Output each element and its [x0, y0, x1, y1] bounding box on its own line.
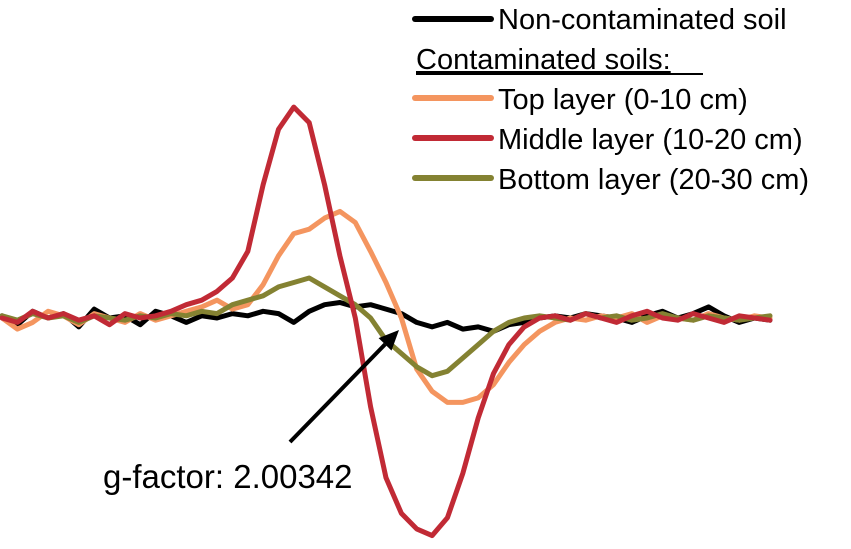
legend-heading: Contaminated soils:: [416, 44, 671, 76]
legend-label-middle-layer: Middle layer (10-20 cm): [498, 124, 803, 156]
annotation-label: g-factor: 2.00342: [103, 458, 353, 495]
legend-label-non-contaminated: Non-contaminated soil: [498, 4, 787, 36]
g-factor-annotation: g-factor: 2.00342: [103, 330, 399, 495]
annotation-arrow-line: [288, 342, 387, 444]
legend: Non-contaminated soil Contaminated soils…: [412, 4, 809, 196]
series-line-bottom-layer-20-30-cm: [0, 275, 773, 379]
annotation-arrow-head: [378, 330, 399, 351]
series-line-middle-layer-10-20-cm: [0, 104, 773, 539]
legend-label-top-layer: Top layer (0-10 cm): [498, 84, 748, 116]
legend-label-bottom-layer: Bottom layer (20-30 cm): [498, 164, 809, 196]
